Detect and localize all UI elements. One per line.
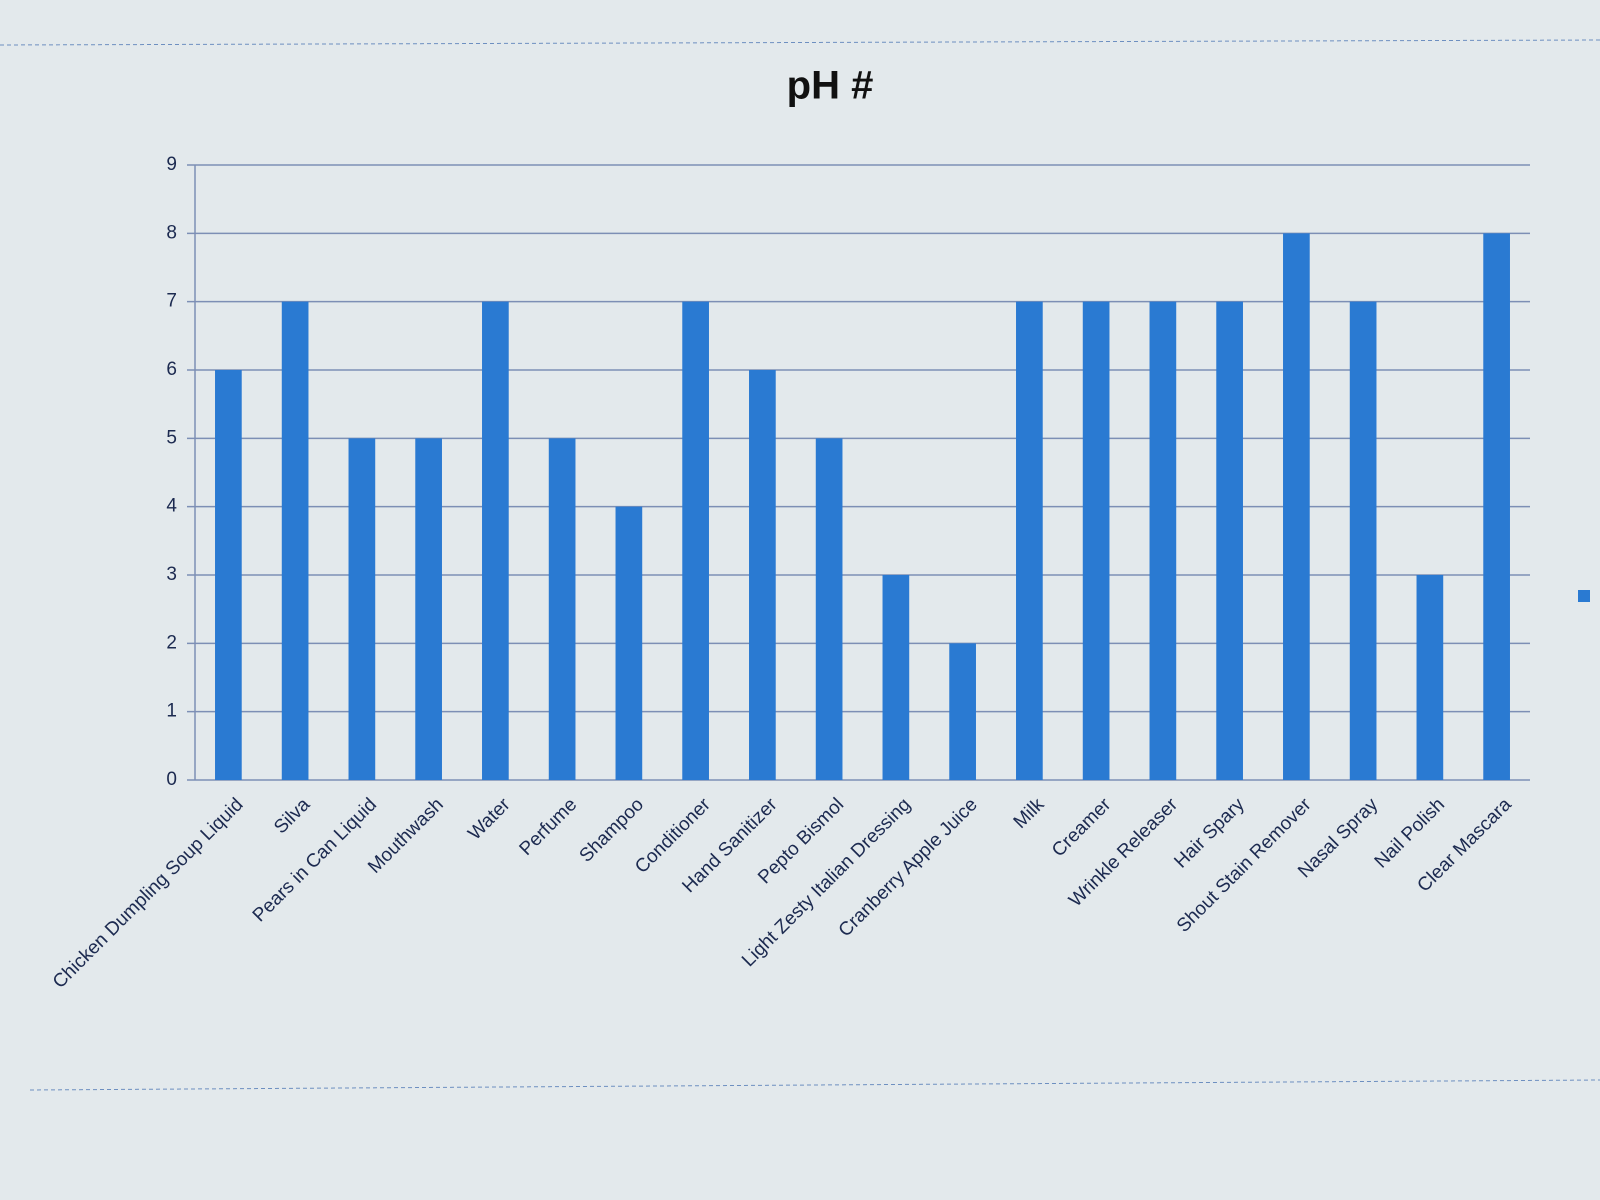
bar — [749, 370, 776, 780]
bar — [281, 301, 309, 780]
bar — [482, 301, 509, 780]
bar — [949, 643, 976, 780]
bar — [615, 506, 643, 780]
bar — [1082, 301, 1110, 780]
chart-frame — [0, 39, 1600, 46]
bar — [1349, 301, 1377, 780]
bar — [882, 575, 910, 780]
bar — [215, 370, 242, 780]
bar — [682, 301, 709, 780]
bar — [815, 438, 843, 780]
bar — [1016, 301, 1043, 780]
y-tick-label: 7 — [166, 291, 177, 312]
y-tick-label: 5 — [166, 427, 177, 448]
y-tick-label: 3 — [166, 564, 177, 585]
y-tick-label: 2 — [166, 632, 177, 653]
bar — [1216, 301, 1243, 780]
y-tick-label: 0 — [166, 769, 177, 790]
bar — [415, 438, 442, 780]
chart-frame — [29, 1079, 1600, 1091]
bar — [548, 438, 576, 780]
y-tick-label: 1 — [166, 701, 177, 722]
bar — [1283, 233, 1310, 781]
y-tick-label: 8 — [166, 222, 177, 243]
y-tick-label: 4 — [166, 496, 177, 517]
legend-marker — [1578, 590, 1590, 602]
bar — [1483, 233, 1510, 781]
chart-title: pH # — [787, 64, 874, 108]
y-tick-label: 9 — [166, 154, 177, 175]
bar — [1416, 575, 1444, 780]
bar — [348, 438, 376, 780]
y-tick-label: 6 — [166, 359, 177, 380]
bar — [1149, 301, 1177, 780]
